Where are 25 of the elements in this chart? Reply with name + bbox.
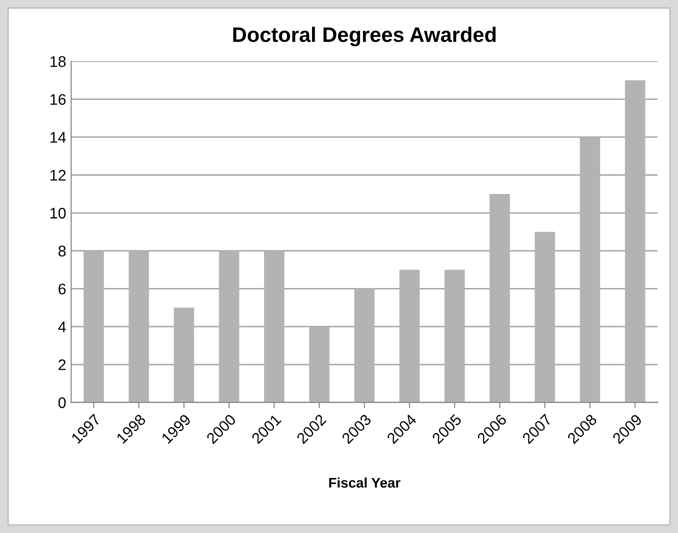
bar [309,326,330,402]
y-tick-label: 8 [58,246,66,256]
y-tick-label: 12 [50,170,66,181]
bar [128,250,150,402]
y-tick-label: 4 [58,322,66,332]
y-tick-label: 6 [58,284,66,294]
bar [84,250,104,402]
bar [218,250,240,402]
bar [534,232,556,402]
y-tick-label: 2 [58,359,66,370]
bar [624,80,646,402]
y-tick-label: 14 [50,132,66,143]
bar [399,270,420,402]
bar [490,194,510,402]
y-tick-label: 10 [50,208,66,219]
chart-title: Doctoral Degrees Awarded [233,26,496,46]
bar [264,250,284,402]
bar [444,270,465,402]
bar [354,288,375,402]
y-tick-label: 18 [50,56,66,67]
x-axis-title: Fiscal Year [329,477,400,488]
bar [580,137,600,402]
y-tick-label: 0 [58,397,66,408]
y-tick-label: 16 [50,94,66,105]
bar [174,308,194,402]
